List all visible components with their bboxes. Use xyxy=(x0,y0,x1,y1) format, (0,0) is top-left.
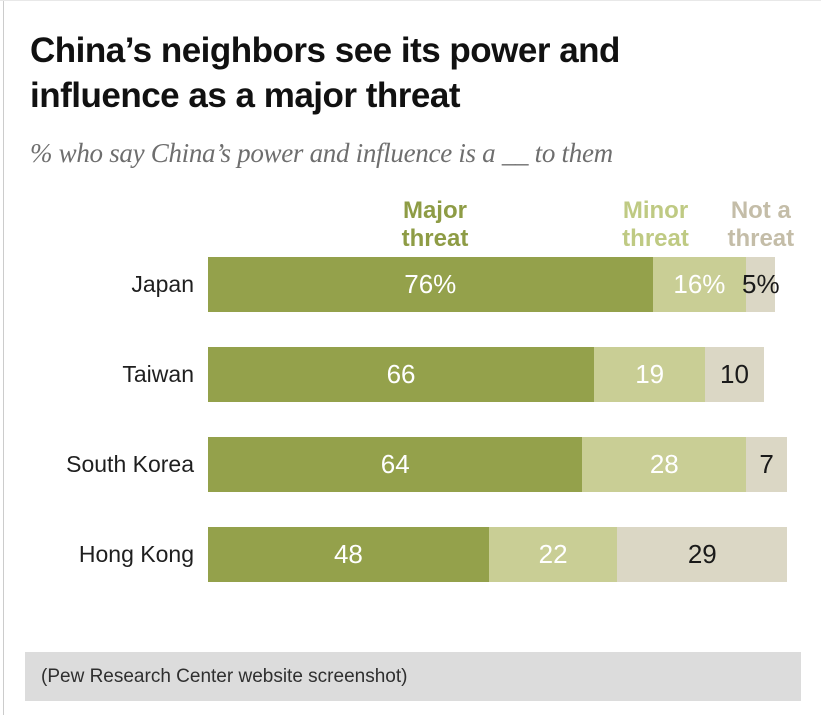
bar-segment: 5% xyxy=(742,257,780,312)
footer-caption-band: (Pew Research Center website screenshot) xyxy=(25,652,801,701)
page-left-border xyxy=(3,0,4,715)
value-label: 7 xyxy=(759,449,774,479)
bar-segment: 48 xyxy=(208,527,489,582)
bar-row: Taiwan 66 19 10 xyxy=(30,347,800,402)
legend-header-2: Not a threat xyxy=(727,197,795,252)
value-label: 16% xyxy=(673,269,726,299)
country-label: Hong Kong xyxy=(78,541,194,567)
value-label: 28 xyxy=(649,449,679,479)
legend-header-1: Minor threat xyxy=(622,197,689,252)
chart-card: China’s neighbors see its power and infl… xyxy=(30,28,800,582)
bar-segment: 76% xyxy=(208,257,653,312)
bar-row: South Korea 64 28 7 xyxy=(30,437,800,492)
footer-caption: (Pew Research Center website screenshot) xyxy=(41,665,408,687)
stacked-bar-chart: Major threat Minor threat Not a threat Jap… xyxy=(30,187,800,582)
bar-segment: 28 xyxy=(582,437,747,492)
bar-segment: 29 xyxy=(617,527,788,582)
bar-segment: 16% xyxy=(652,257,747,312)
legend-header-strip: Major threat Minor threat Not a threat xyxy=(208,187,795,257)
value-label: 10 xyxy=(720,359,749,389)
chart-subtitle: % who say China’s power and influence is… xyxy=(30,138,613,168)
value-label: 76% xyxy=(404,269,457,299)
bar-row: Japan 76% 16% 5% xyxy=(30,257,800,312)
bar-segment: 10 xyxy=(705,347,764,402)
legend-header-0: Major threat xyxy=(401,197,469,252)
bar-segment: 64 xyxy=(208,437,583,492)
value-label: 19 xyxy=(635,359,665,389)
country-label: Taiwan xyxy=(122,361,194,387)
value-label: 5% xyxy=(742,269,780,299)
bar-segment: 66 xyxy=(208,347,595,402)
bar-segment: 7 xyxy=(746,437,788,492)
country-label: South Korea xyxy=(66,451,194,477)
bar-stack: 48 22 29 xyxy=(208,527,793,582)
bar-stack: 76% 16% 5% xyxy=(208,257,793,312)
bar-segment: 19 xyxy=(594,347,706,402)
value-label: 48 xyxy=(333,539,363,569)
bar-stack: 64 28 7 xyxy=(208,437,793,492)
bar-segment: 22 xyxy=(488,527,618,582)
bar-row: Hong Kong 48 22 29 xyxy=(30,527,800,582)
value-label: 22 xyxy=(538,539,568,569)
value-label: 66 xyxy=(386,359,416,389)
page-title: China’s neighbors see its power and infl… xyxy=(30,31,620,115)
bar-rows: Japan 76% 16% 5% Taiwan 66 19 10 South Korea 64 28… xyxy=(30,257,800,582)
value-label: 64 xyxy=(380,449,410,479)
bar-stack: 66 19 10 xyxy=(208,347,793,402)
value-label: 29 xyxy=(687,539,717,569)
page-top-border xyxy=(0,0,821,1)
country-label: Japan xyxy=(131,271,194,297)
